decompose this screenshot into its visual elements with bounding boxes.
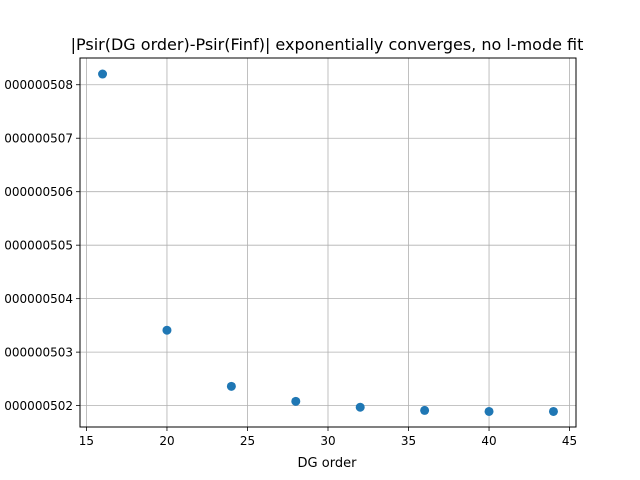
x-tick-label: 45 xyxy=(562,434,577,448)
y-tick-label: 000000507 xyxy=(4,132,73,146)
x-axis: 15 20 25 30 35 40 45 xyxy=(79,427,577,448)
y-tick-label: 000000503 xyxy=(4,346,73,360)
data-point xyxy=(291,396,301,406)
y-tick-label: 000000506 xyxy=(4,185,73,199)
data-point xyxy=(484,406,494,416)
grid-lines xyxy=(80,58,576,427)
y-tick-label: 000000502 xyxy=(4,399,73,413)
x-tick-label: 25 xyxy=(240,434,255,448)
x-tick-label: 15 xyxy=(79,434,94,448)
x-tick-label: 35 xyxy=(401,434,416,448)
data-point xyxy=(226,381,236,391)
y-tick-label: 000000504 xyxy=(4,292,73,306)
data-points xyxy=(98,69,558,416)
y-axis: 000000502 000000503 000000504 000000505 0000… xyxy=(4,78,80,413)
chart-title: |Psir(DG order)-Psir(Finf)| exponentiall… xyxy=(71,35,584,54)
x-axis-title: DG order xyxy=(298,456,358,471)
data-point xyxy=(355,402,365,412)
x-tick-label: 30 xyxy=(320,434,335,448)
data-point xyxy=(162,325,172,335)
x-tick-label: 20 xyxy=(159,434,174,448)
y-tick-label: 000000505 xyxy=(4,239,73,253)
data-point xyxy=(420,405,430,415)
data-point xyxy=(548,406,558,416)
data-point xyxy=(98,69,108,79)
x-tick-label: 40 xyxy=(481,434,496,448)
y-tick-label: 000000508 xyxy=(4,78,73,92)
